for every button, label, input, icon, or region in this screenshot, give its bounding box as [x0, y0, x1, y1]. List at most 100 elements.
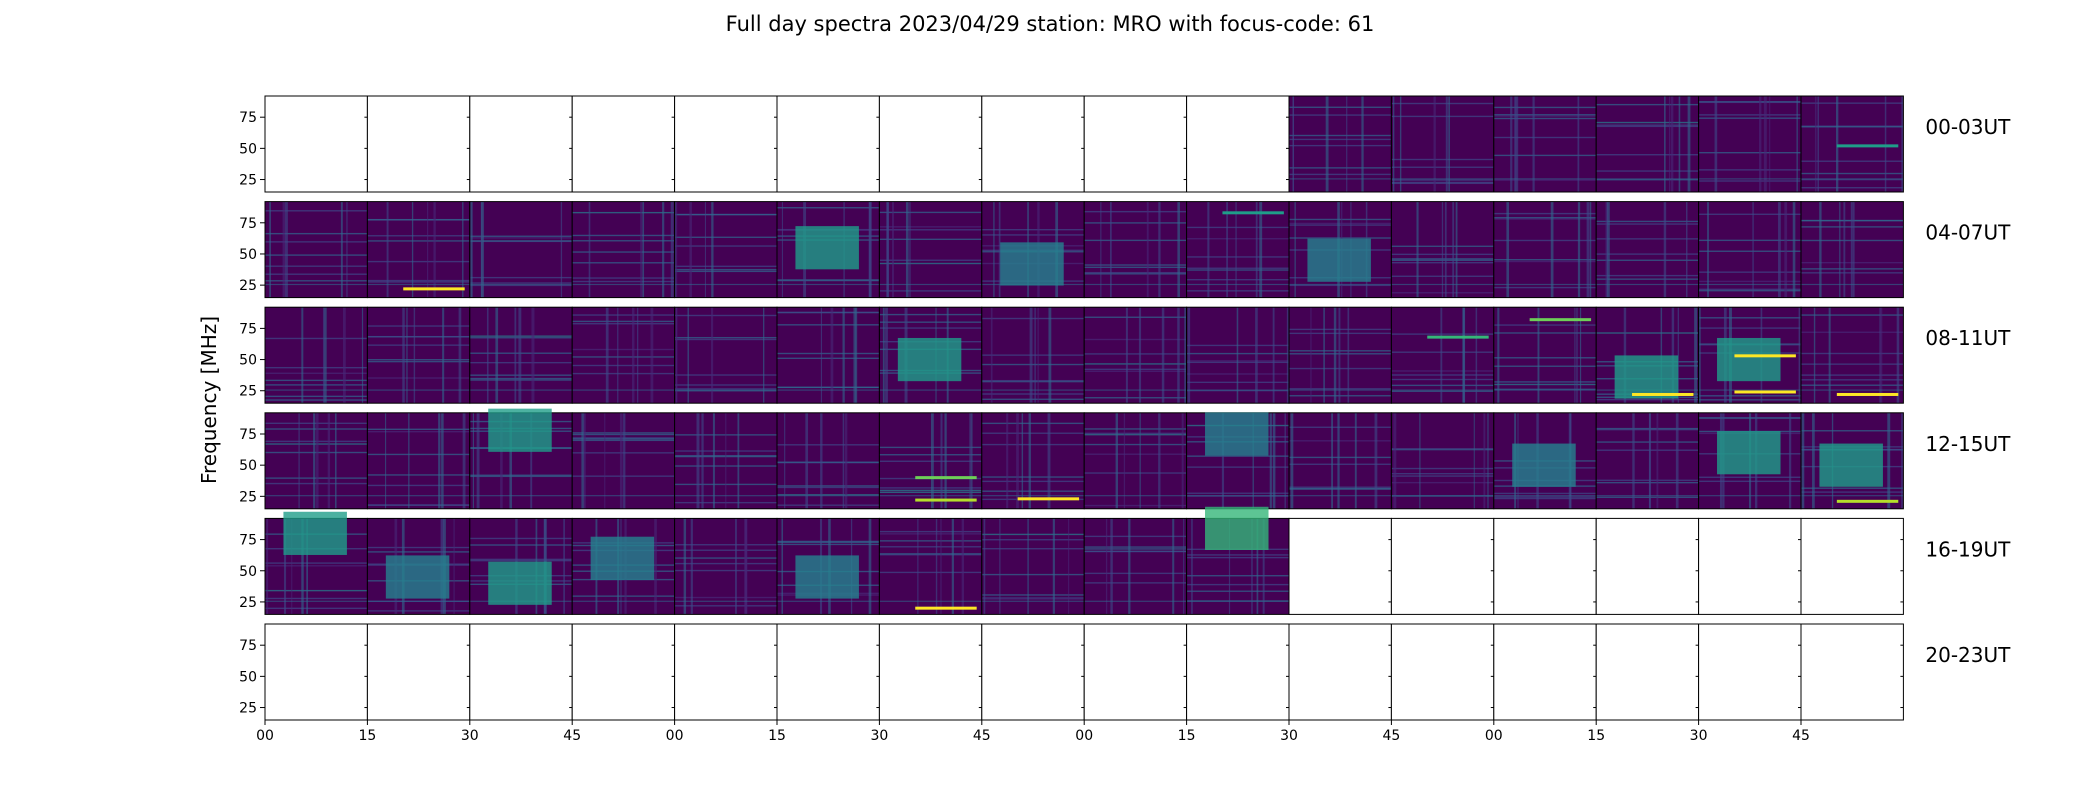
y-tick-label: 50: [239, 353, 257, 369]
spectral-line: [879, 226, 982, 228]
broadband-streak: [940, 518, 942, 615]
spectrogram-panel: [1493, 307, 1597, 404]
broadband-streak: [784, 412, 786, 509]
broadband-streak: [971, 412, 973, 509]
broadband-streak: [1128, 518, 1131, 615]
spectral-line: [777, 461, 880, 463]
spectrogram-panel: [1493, 201, 1597, 298]
spectrogram-background: [1084, 412, 1187, 509]
broadband-streak: [442, 307, 445, 404]
spectral-line: [1084, 433, 1187, 436]
broadband-streak: [480, 201, 484, 298]
broadband-streak: [1252, 412, 1254, 509]
bright-emission: [1836, 144, 1899, 148]
broadband-streak: [1034, 307, 1036, 404]
spectral-line: [1391, 475, 1494, 477]
spectral-line: [879, 327, 982, 329]
spectral-line: [981, 548, 1085, 550]
broadband-streak: [588, 201, 591, 298]
spectral-line: [265, 379, 368, 382]
spectral-line: [1289, 178, 1392, 180]
broadband-streak: [269, 201, 271, 298]
empty-panel: [367, 624, 470, 720]
spectral-line: [1186, 267, 1289, 269]
spectral-line: [1493, 178, 1597, 180]
broadband-streak: [1183, 518, 1185, 615]
spectral-line: [674, 336, 777, 339]
broadband-streak: [1331, 412, 1334, 509]
row-time-label: 04-07UT: [1925, 221, 2011, 245]
spectral-line: [1493, 495, 1597, 497]
broadband-streak: [670, 201, 674, 298]
broadband-streak: [1393, 412, 1397, 509]
bright-emission: [1307, 238, 1371, 282]
spectral-line: [1596, 238, 1699, 240]
spectral-line: [1289, 144, 1392, 147]
spectral-line: [777, 600, 880, 602]
broadband-streak: [1115, 412, 1118, 509]
spectral-line: [1493, 218, 1597, 220]
broadband-streak: [844, 412, 848, 509]
broadband-streak: [1817, 96, 1819, 192]
spectrogram-panel: [1596, 412, 1699, 509]
spectral-line: [367, 389, 470, 391]
broadband-streak: [1139, 412, 1141, 509]
empty-panel: [1493, 624, 1597, 720]
broadband-streak: [712, 412, 715, 509]
spectral-line: [777, 504, 880, 506]
broadband-streak: [433, 201, 436, 298]
broadband-streak: [1796, 96, 1798, 192]
broadband-streak: [1670, 96, 1674, 192]
broadband-streak: [441, 412, 444, 509]
broadband-streak: [1172, 518, 1175, 615]
spectral-line: [1391, 472, 1494, 475]
spectral-line: [674, 569, 777, 572]
spectral-line: [1186, 455, 1289, 457]
spectral-line: [265, 366, 368, 369]
spectral-line: [674, 213, 777, 216]
x-tick-label: 30: [461, 728, 479, 744]
y-tick-label: 25: [239, 384, 257, 400]
spectral-line: [572, 234, 675, 237]
spectrogram-panel: [469, 201, 573, 298]
broadband-streak: [623, 412, 626, 509]
spectral-line: [1186, 466, 1289, 468]
broadband-streak: [476, 412, 480, 509]
spectrogram-background: [1084, 201, 1187, 298]
broadband-streak: [453, 518, 455, 615]
spectral-line: [1493, 154, 1597, 157]
x-tick-label: 15: [1178, 728, 1196, 744]
broadband-streak: [1441, 201, 1444, 298]
broadband-streak: [1801, 412, 1805, 509]
spectral-line: [1801, 487, 1904, 489]
spectral-line: [674, 557, 777, 559]
broadband-streak: [1177, 307, 1180, 404]
broadband-streak: [674, 201, 677, 298]
broadband-streak: [1226, 201, 1228, 298]
spectrogram-panel: [1801, 201, 1904, 298]
spectrogram-panel: [367, 307, 470, 404]
spectral-line: [265, 389, 368, 391]
spectral-line: [1289, 495, 1392, 497]
y-tick-label: 75: [239, 427, 257, 443]
spectrogram-panel: [1084, 307, 1187, 404]
broadband-streak: [711, 201, 714, 298]
spectral-line: [1084, 600, 1187, 602]
spectrogram-background: [777, 307, 880, 404]
spectral-line: [1801, 126, 1904, 128]
spectral-line: [265, 562, 368, 564]
spectral-line: [1186, 389, 1289, 391]
spectral-line: [981, 597, 1085, 599]
broadband-streak: [909, 201, 911, 298]
spectral-line: [1493, 381, 1597, 383]
broadband-streak: [1758, 96, 1762, 192]
spectral-line: [1289, 284, 1392, 287]
bright-emission: [283, 511, 347, 555]
spectral-line: [1186, 226, 1289, 229]
spectral-line: [1289, 283, 1392, 286]
spectral-line: [1801, 283, 1904, 286]
bright-emission: [897, 337, 962, 382]
broadband-streak: [1105, 518, 1108, 615]
broadband-streak: [1550, 201, 1554, 298]
broadband-streak: [1576, 307, 1578, 404]
